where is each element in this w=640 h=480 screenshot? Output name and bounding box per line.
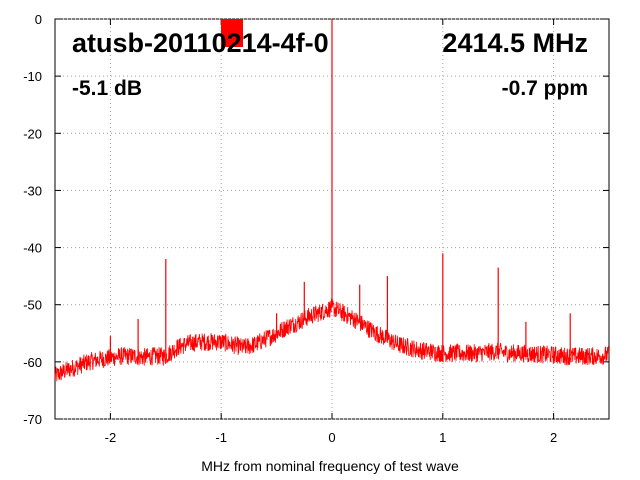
x-tick-label: 0 [328, 430, 335, 445]
y-tick-label: -70 [23, 412, 42, 427]
level-readout: -5.1 dB [72, 77, 142, 100]
frequency-readout: 2414.5 MHz [442, 28, 588, 58]
ppm-readout: -0.7 ppm [502, 77, 588, 100]
y-tick-label: -20 [23, 126, 42, 141]
x-tick-label: -1 [215, 430, 227, 445]
x-tick-label: -2 [105, 430, 117, 445]
y-tick-label: -50 [23, 298, 42, 313]
y-tick-label: -10 [23, 69, 42, 84]
y-tick-label: -40 [23, 241, 42, 256]
spur-lines [109, 19, 571, 358]
chart-title: atusb-20110214-4f-0 [72, 28, 329, 58]
y-tick-label: -30 [23, 183, 42, 198]
x-tick-label: 1 [439, 430, 446, 445]
y-tick-label: -60 [23, 355, 42, 370]
x-axis-label: MHz from nominal frequency of test wave [201, 458, 459, 474]
y-tick-label: 0 [35, 12, 42, 27]
status-marker [221, 19, 243, 47]
x-tick-label: 2 [550, 430, 557, 445]
